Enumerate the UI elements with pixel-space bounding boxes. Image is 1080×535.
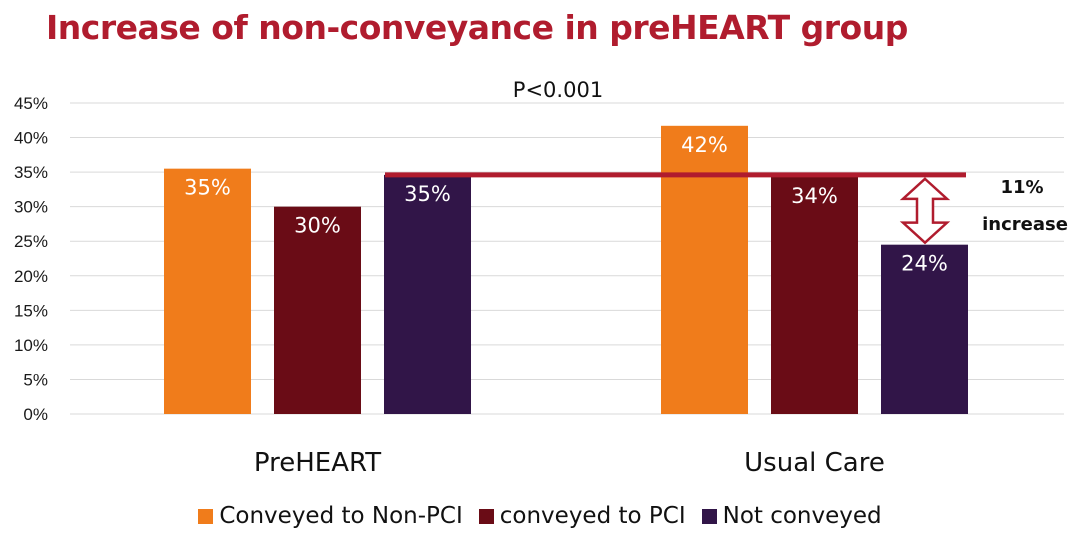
bar [661, 125, 748, 414]
bar [771, 176, 858, 414]
y-tick-label: 5% [23, 370, 48, 389]
bar [384, 174, 471, 414]
legend-item: Not conveyed [701, 503, 882, 529]
legend-swatch [198, 508, 214, 524]
y-tick-label: 30% [14, 198, 48, 217]
legend-swatch [478, 508, 494, 524]
legend-label: Not conveyed [722, 503, 882, 529]
y-tick-label: 10% [14, 336, 48, 355]
y-tick-label: 25% [14, 232, 48, 251]
annotations: P<0.001 11% increase [385, 78, 1068, 245]
p-value-annotation: P<0.001 [513, 78, 603, 102]
increase-value: 11% [1000, 177, 1043, 198]
legend-label: Conveyed to Non-PCI [219, 503, 463, 529]
data-label: 35% [184, 176, 231, 200]
x-category-label: Usual Care [744, 448, 885, 478]
bars [164, 125, 968, 414]
data-label: 34% [791, 184, 838, 208]
y-tick-label: 0% [23, 405, 48, 424]
bar [881, 244, 968, 414]
y-tick-label: 15% [14, 301, 48, 320]
data-label: 42% [681, 133, 728, 157]
y-tick-label: 45% [14, 94, 48, 113]
bar [164, 168, 251, 414]
y-axis-ticks: 0% 5% 10% 15% 20% 25% 30% 35% 40% 45% [14, 94, 48, 424]
data-label: 30% [294, 214, 341, 238]
y-tick-label: 35% [14, 163, 48, 182]
x-axis-categories: PreHEART Usual Care [254, 448, 885, 478]
legend-label: conveyed to PCI [499, 503, 686, 529]
data-label: 35% [404, 182, 451, 206]
legend-item: conveyed to PCI [478, 503, 686, 529]
legend-swatch [701, 508, 717, 524]
increase-label: increase [982, 214, 1068, 235]
bar [274, 206, 361, 414]
x-category-label: PreHEART [254, 448, 381, 478]
bar-chart: 0% 5% 10% 15% 20% 25% 30% 35% 40% 45% 35% 30% 35% 42… [14, 78, 1068, 478]
double-arrow-icon [899, 177, 951, 245]
legend-item: Conveyed to Non-PCI [198, 503, 463, 529]
y-tick-label: 40% [14, 129, 48, 148]
legend: Conveyed to Non-PCI conveyed to PCI Not co… [0, 503, 1080, 529]
y-tick-label: 20% [14, 267, 48, 286]
data-labels: 35% 30% 35% 42% 34% 24% [184, 133, 948, 276]
chart-title: Increase of non-conveyance in preHEART g… [46, 8, 908, 47]
data-label: 24% [901, 252, 948, 276]
